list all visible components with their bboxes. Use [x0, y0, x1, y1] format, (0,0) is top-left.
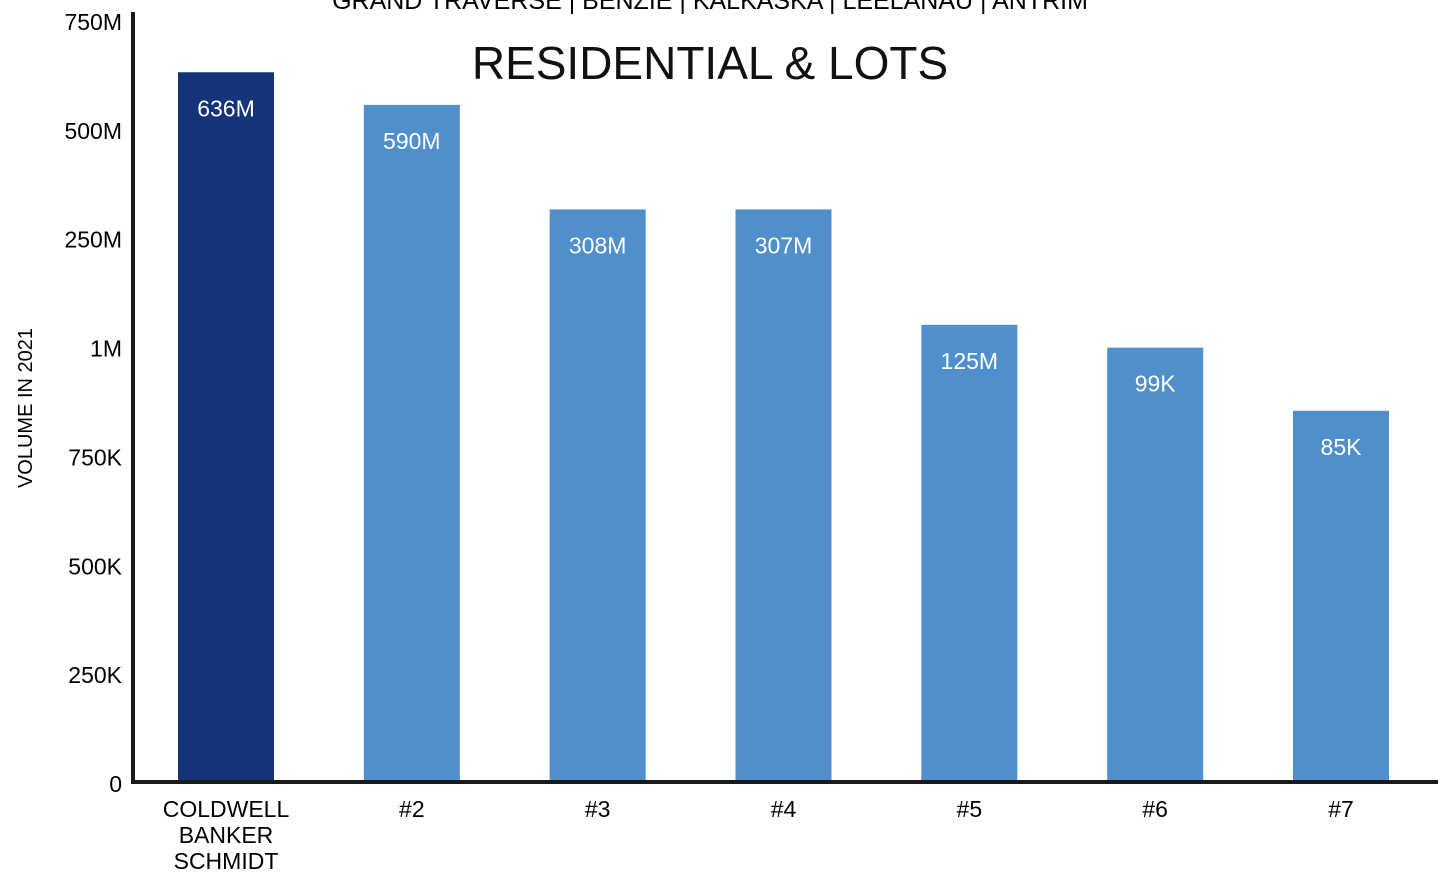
y-tick-label: 500K	[68, 553, 122, 579]
bar-5	[921, 324, 1018, 782]
data-label-1: 636M	[197, 95, 255, 121]
y-tick-label: 750K	[68, 444, 122, 470]
y-axis-label: VOLUME IN 2021	[15, 328, 37, 488]
y-tick-label: 500M	[64, 118, 122, 144]
x-tick-label: #2	[399, 796, 425, 822]
x-tick-label: #6	[1142, 796, 1168, 822]
bar-7	[1293, 410, 1389, 782]
y-tick-label: 750M	[64, 9, 122, 35]
bar-6	[1107, 347, 1204, 782]
y-tick-label: 0	[109, 771, 122, 797]
data-label-4: 307M	[755, 232, 813, 258]
bar-3	[549, 209, 646, 782]
chart-subtitle: GRAND TRAVERSE | BENZIE | KALKASKA | LEE…	[332, 0, 1088, 15]
data-label-6: 99K	[1135, 371, 1177, 397]
x-tick-label: #4	[771, 796, 797, 822]
y-tick-label: 1M	[90, 336, 122, 362]
bar-2	[363, 104, 460, 782]
data-label-5: 125M	[941, 348, 999, 374]
x-tick-label: #7	[1328, 796, 1354, 822]
data-label-7: 85K	[1321, 434, 1363, 460]
data-label-2: 590M	[383, 128, 441, 154]
chart-title: RESIDENTIAL & LOTS	[472, 37, 948, 89]
x-tick-label: SCHMIDT	[174, 848, 279, 874]
x-tick-label: #5	[957, 796, 983, 822]
y-tick-label: 250K	[68, 662, 122, 688]
x-tick-label: COLDWELL	[163, 796, 290, 822]
x-tick-label: #3	[585, 796, 611, 822]
y-tick-label: 250M	[64, 227, 122, 253]
bar-4	[735, 209, 832, 782]
bar-1	[178, 72, 274, 783]
x-tick-label: BANKER	[179, 822, 274, 848]
data-label-3: 308M	[569, 232, 627, 258]
